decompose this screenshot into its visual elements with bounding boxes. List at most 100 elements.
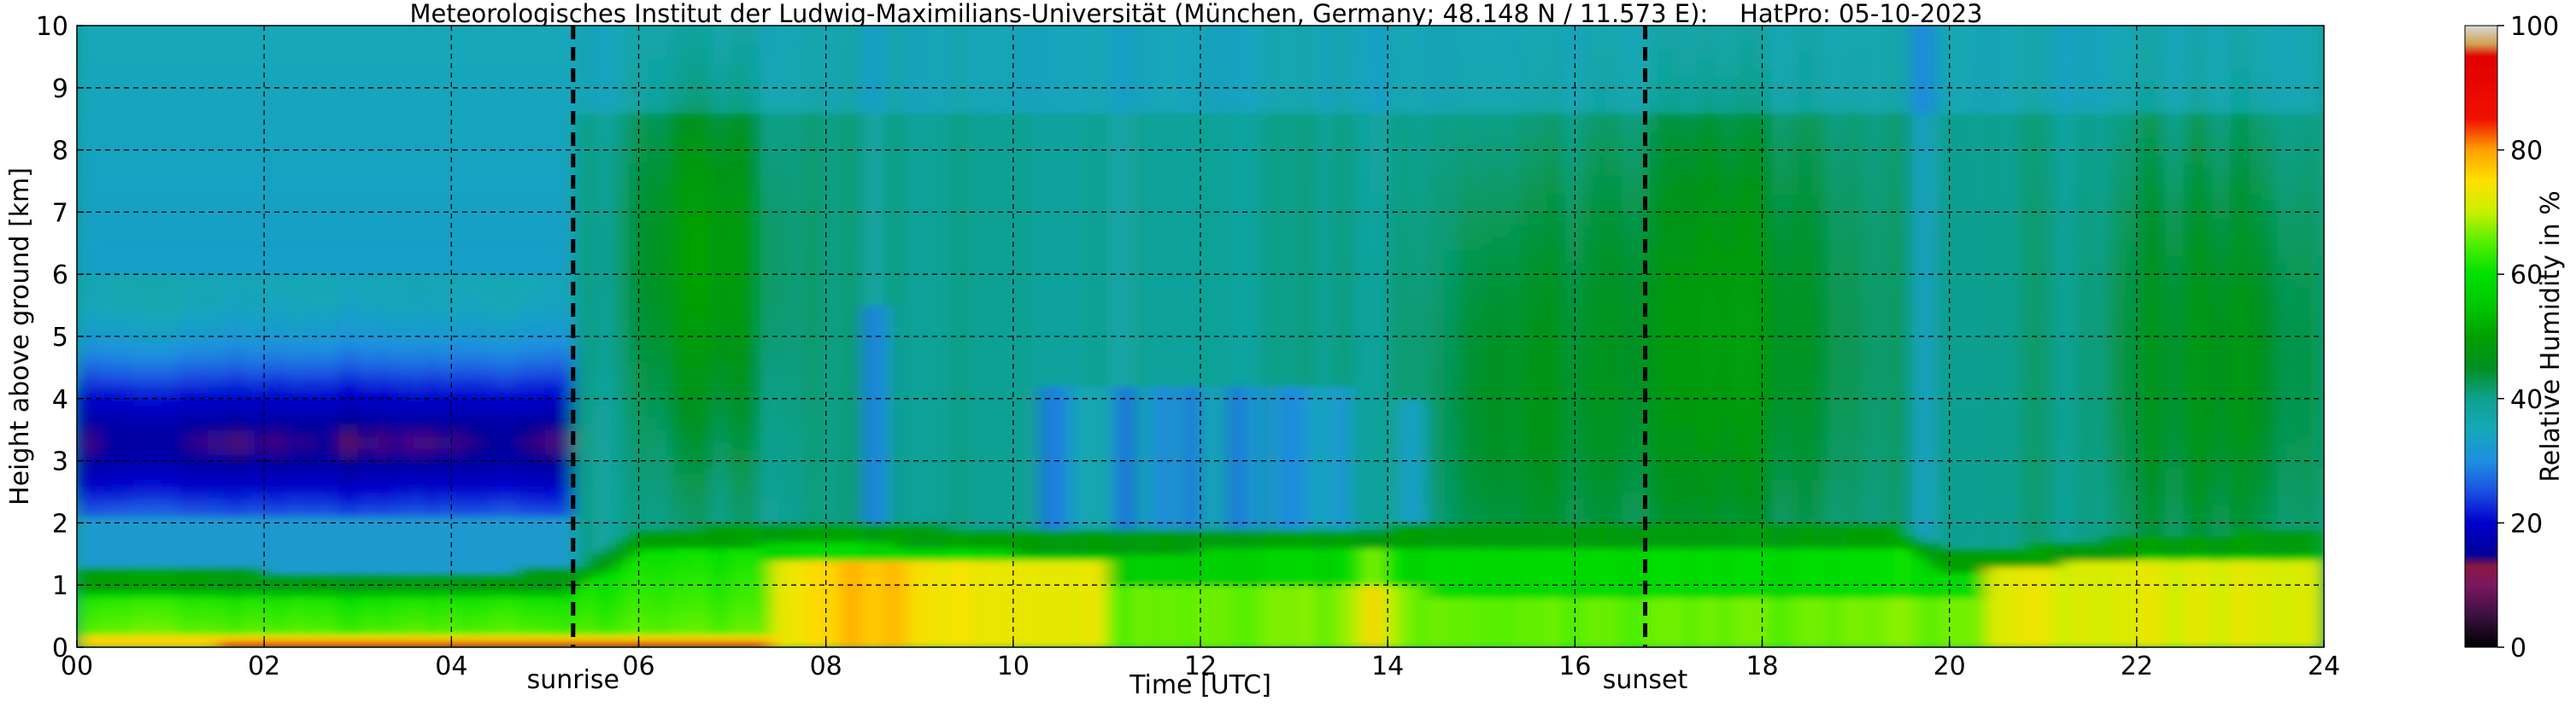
- heatmap-cell: [255, 87, 265, 95]
- heatmap-cell: [442, 616, 453, 623]
- heatmap-cell: [264, 585, 274, 593]
- heatmap-cell: [517, 168, 527, 176]
- heatmap-cell: [526, 32, 537, 39]
- heatmap-cell: [198, 26, 209, 33]
- heatmap-cell: [208, 32, 219, 39]
- heatmap-cell: [348, 485, 359, 493]
- heatmap-cell: [236, 62, 247, 70]
- heatmap-cell: [142, 324, 153, 331]
- heatmap-cell: [329, 199, 340, 207]
- heatmap-cell: [208, 354, 219, 362]
- heatmap-cell: [264, 149, 274, 157]
- heatmap-cell: [517, 44, 527, 51]
- heatmap-cell: [245, 162, 256, 170]
- heatmap-cell: [461, 604, 472, 611]
- heatmap-cell: [283, 441, 293, 449]
- heatmap-cell: [423, 541, 434, 549]
- heatmap-cell: [283, 50, 293, 58]
- heatmap-cell: [255, 485, 265, 493]
- heatmap-cell: [86, 69, 97, 77]
- heatmap-cell: [470, 261, 481, 269]
- heatmap-cell: [86, 318, 97, 325]
- heatmap-cell: [264, 174, 274, 182]
- heatmap-cell: [86, 267, 97, 275]
- heatmap-cell: [367, 361, 378, 369]
- heatmap-cell: [442, 473, 453, 481]
- heatmap-cell: [151, 261, 162, 269]
- heatmap-cell: [414, 547, 425, 555]
- heatmap-cell: [376, 181, 387, 189]
- heatmap-cell: [142, 405, 153, 412]
- heatmap-cell: [236, 274, 247, 282]
- heatmap-cell: [367, 187, 378, 195]
- heatmap-cell: [367, 441, 378, 449]
- heatmap-cell: [320, 69, 331, 77]
- heatmap-cell: [451, 38, 462, 45]
- heatmap-cell: [198, 634, 209, 642]
- heatmap-cell: [236, 330, 247, 337]
- heatmap-cell: [114, 441, 125, 449]
- heatmap-cell: [217, 274, 228, 282]
- heatmap-cell: [404, 547, 415, 555]
- heatmap-cell: [376, 566, 387, 574]
- heatmap-cell: [245, 441, 256, 449]
- heatmap-cell: [170, 218, 181, 225]
- heatmap-cell: [226, 50, 238, 58]
- heatmap-cell: [442, 324, 453, 331]
- heatmap-cell: [432, 168, 443, 176]
- heatmap-cell: [395, 640, 406, 647]
- heatmap-cell: [470, 155, 481, 163]
- heatmap-cell: [432, 386, 443, 394]
- heatmap-cell: [432, 423, 443, 430]
- heatmap-cell: [273, 616, 284, 623]
- heatmap-cell: [526, 604, 537, 611]
- heatmap-cell: [526, 597, 537, 605]
- heatmap-cell: [161, 174, 172, 182]
- heatmap-cell: [273, 261, 284, 269]
- heatmap-cell: [132, 466, 144, 474]
- heatmap-cell: [104, 628, 115, 636]
- heatmap-cell: [132, 604, 144, 611]
- heatmap-cell: [226, 510, 238, 517]
- heatmap-cell: [526, 417, 537, 424]
- heatmap-cell: [77, 330, 87, 337]
- heatmap-cell: [189, 336, 200, 344]
- heatmap-cell: [385, 181, 396, 189]
- heatmap-cell: [114, 286, 125, 294]
- heatmap-cell: [114, 367, 125, 375]
- heatmap-cell: [179, 597, 191, 605]
- heatmap-cell: [517, 199, 527, 207]
- heatmap-cell: [104, 553, 115, 561]
- heatmap-cell: [104, 466, 115, 474]
- heatmap-cell: [142, 523, 153, 530]
- heatmap-cell: [367, 143, 378, 151]
- heatmap-cell: [273, 305, 284, 313]
- heatmap-cell: [357, 143, 368, 151]
- heatmap-cell: [357, 174, 368, 182]
- heatmap-cell: [170, 541, 181, 549]
- heatmap-cell: [414, 206, 425, 213]
- heatmap-cell: [292, 81, 302, 89]
- heatmap-cell: [264, 181, 274, 189]
- heatmap-cell: [385, 293, 396, 301]
- heatmap-cell: [385, 342, 396, 350]
- heatmap-cell: [461, 75, 472, 83]
- heatmap-cell: [348, 386, 359, 394]
- heatmap-cell: [95, 423, 106, 430]
- heatmap-cell: [423, 386, 434, 394]
- heatmap-cell: [208, 286, 219, 294]
- heatmap-cell: [151, 336, 162, 344]
- heatmap-cell: [104, 342, 115, 350]
- heatmap-cell: [423, 162, 434, 170]
- heatmap-cell: [498, 398, 508, 406]
- heatmap-cell: [526, 155, 537, 163]
- heatmap-cell: [320, 168, 331, 176]
- heatmap-cell: [348, 398, 359, 406]
- heatmap-cell: [283, 155, 293, 163]
- heatmap-cell: [432, 373, 443, 381]
- heatmap-cell: [114, 342, 125, 350]
- heatmap-cell: [283, 628, 293, 636]
- heatmap-cell: [414, 460, 425, 468]
- heatmap-cell: [357, 591, 368, 599]
- heatmap-cell: [385, 386, 396, 394]
